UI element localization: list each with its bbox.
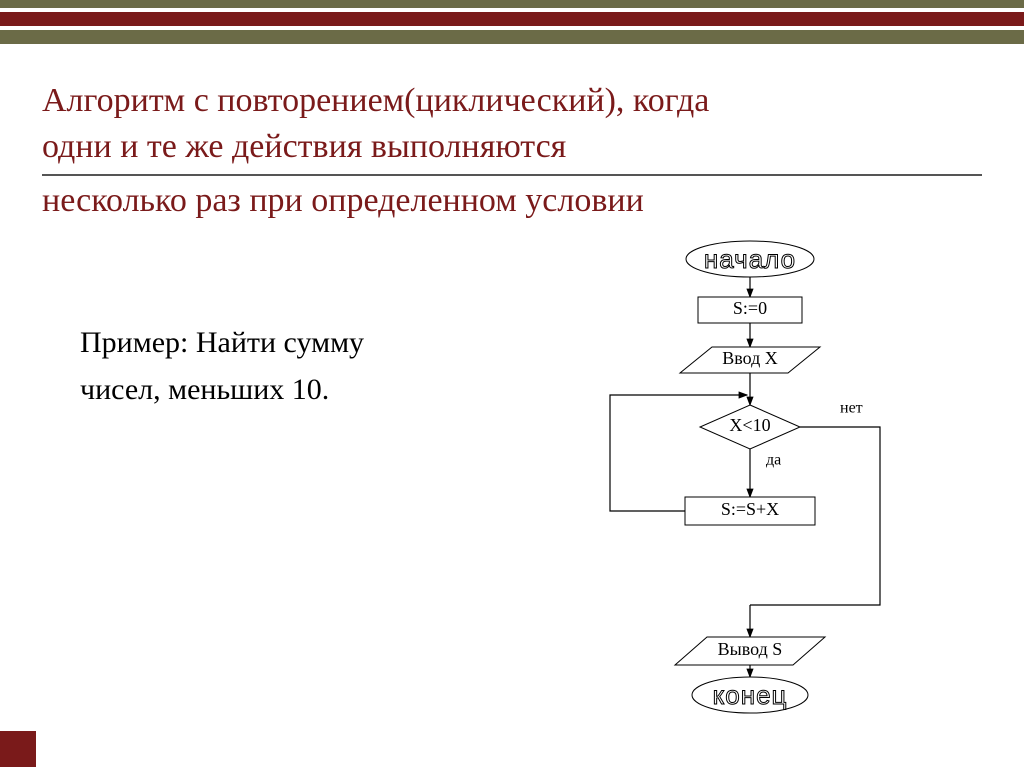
example-line-1: Пример: Найти сумму — [80, 320, 500, 367]
example-text-block: Пример: Найти сумму чисел, меньших 10. — [80, 320, 500, 413]
svg-text:да: да — [766, 452, 781, 469]
stripe-olive — [0, 30, 1024, 44]
svg-text:S:=S+X: S:=S+X — [721, 499, 779, 519]
flowchart: начало S:=0 Ввод X X<10 да нет S:=S+X Вывод S ко… — [560, 235, 980, 755]
svg-text:Вывод S: Вывод S — [718, 639, 783, 659]
corner-accent — [0, 731, 36, 767]
title-line-3: несколько раз при определенном условии — [42, 178, 982, 224]
title-underline — [42, 174, 982, 176]
svg-text:X<10: X<10 — [729, 415, 770, 435]
title-line-2: одни и те же действия выполняются — [42, 124, 982, 170]
slide-title: Алгоритм с повторением(циклический), ког… — [42, 78, 982, 224]
svg-text:нет: нет — [840, 400, 863, 417]
example-line-2: чисел, меньших 10. — [80, 367, 500, 414]
svg-text:начало: начало — [704, 244, 796, 274]
svg-text:конец: конец — [713, 680, 788, 710]
top-border — [0, 0, 1024, 8]
svg-text:S:=0: S:=0 — [733, 298, 767, 318]
stripe-red — [0, 12, 1024, 26]
svg-text:Ввод X: Ввод X — [722, 348, 778, 368]
title-line-1: Алгоритм с повторением(циклический), ког… — [42, 78, 982, 124]
